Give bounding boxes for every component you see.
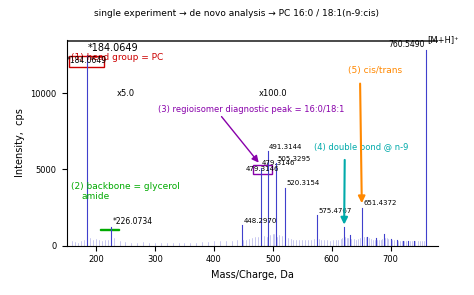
Text: (1) head group = PC: (1) head group = PC	[71, 53, 163, 62]
Text: (4) double bond @ n-9: (4) double bond @ n-9	[314, 142, 409, 151]
Text: 491.3144: 491.3144	[269, 144, 302, 150]
Text: 448.2970: 448.2970	[244, 218, 277, 224]
Text: (2) backbone = glycerol: (2) backbone = glycerol	[71, 182, 180, 191]
Text: *226.0734: *226.0734	[112, 217, 153, 226]
Text: *184.0649: *184.0649	[88, 43, 138, 53]
Text: single experiment → de novo analysis → PC 16:0 / 18:1(n-9:cis): single experiment → de novo analysis → P…	[94, 9, 380, 18]
Text: 505.3295: 505.3295	[277, 156, 310, 162]
Text: 575.4767: 575.4767	[319, 208, 352, 214]
Text: amide: amide	[81, 192, 109, 201]
Text: (3) regioisomer diagnostic peak = 16:0/18:1: (3) regioisomer diagnostic peak = 16:0/1…	[158, 105, 344, 114]
Text: (5) cis/trans: (5) cis/trans	[348, 65, 402, 75]
Text: 651.4372: 651.4372	[363, 200, 397, 206]
Text: x5.0: x5.0	[117, 89, 135, 98]
FancyBboxPatch shape	[70, 56, 104, 67]
Text: *184.0649: *184.0649	[66, 56, 107, 65]
Text: [M+H]⁺: [M+H]⁺	[427, 35, 459, 44]
Y-axis label: Intensity,  cps: Intensity, cps	[15, 108, 25, 177]
X-axis label: Mass/Charge, Da: Mass/Charge, Da	[211, 270, 293, 280]
Text: 520.3154: 520.3154	[286, 180, 319, 186]
Text: x100.0: x100.0	[258, 89, 287, 98]
Text: 479.3146: 479.3146	[262, 160, 295, 166]
Text: 760.5490: 760.5490	[388, 40, 425, 49]
FancyBboxPatch shape	[253, 165, 272, 174]
Text: 479.3146: 479.3146	[246, 166, 279, 172]
